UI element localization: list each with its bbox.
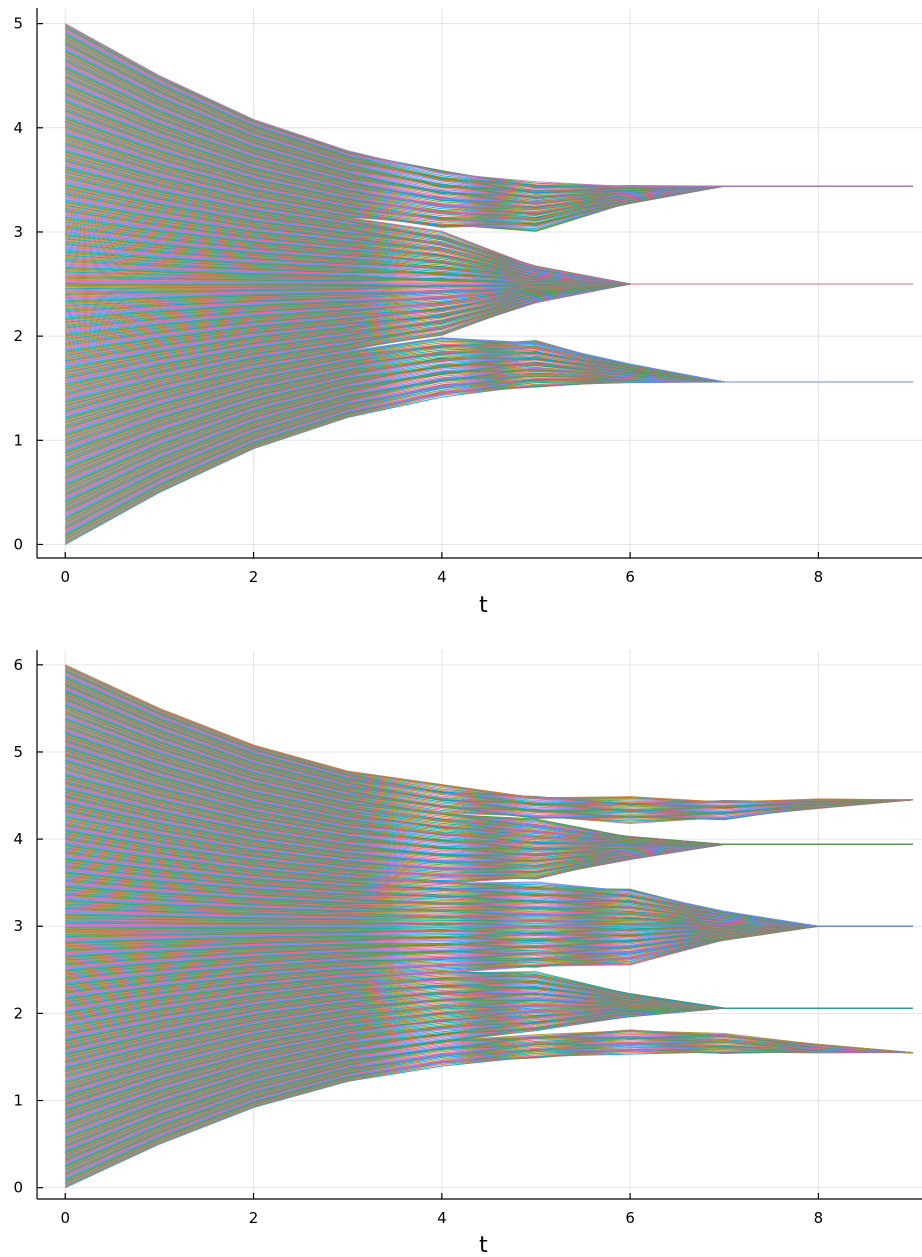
bottom-chart-axes (36, 650, 922, 1200)
top-chart-series (64, 23, 913, 545)
top-x-tick-label: 0 (60, 568, 70, 586)
bottom-chart-ticks: 0 2 4 6 8 0 1 2 3 4 5 6 (13, 656, 823, 1227)
top-y-tick-label: 2 (13, 327, 23, 345)
top-x-tick-label: 4 (437, 568, 447, 586)
top-chart-x-axis-title: t (479, 593, 488, 618)
top-y-tick-label: 5 (13, 15, 23, 33)
bottom-x-tick-label: 4 (437, 1209, 447, 1227)
bottom-y-tick-label: 4 (13, 830, 23, 848)
top-y-tick-label: 0 (13, 535, 23, 553)
bottom-y-tick-label: 3 (13, 917, 23, 935)
bottom-trajectory-line (65, 664, 913, 803)
bottom-x-tick-label: 6 (625, 1209, 635, 1227)
bottom-trajectory-line (65, 971, 913, 1012)
top-y-tick-label: 3 (13, 223, 23, 241)
bottom-y-tick-label: 2 (13, 1004, 23, 1022)
top-x-tick-label: 2 (249, 568, 259, 586)
top-y-tick-label: 1 (13, 431, 23, 449)
bottom-x-tick-label: 2 (249, 1209, 259, 1227)
top-chart-panel: 0 2 4 6 8 0 1 2 3 4 5 t (13, 8, 922, 618)
bottom-chart-x-axis-title: t (479, 1233, 488, 1257)
bottom-y-tick-label: 0 (13, 1179, 23, 1197)
bottom-y-tick-label: 1 (13, 1092, 23, 1110)
bottom-y-tick-label: 6 (13, 656, 23, 674)
top-trajectory-line (65, 153, 913, 285)
top-chart-axes (36, 8, 922, 559)
top-trajectory-line (64, 23, 913, 188)
bottom-x-tick-label: 0 (60, 1209, 70, 1227)
top-x-tick-label: 8 (814, 568, 824, 586)
bottom-chart-panel: 0 2 4 6 8 0 1 2 3 4 5 6 t (13, 650, 922, 1257)
bottom-trajectory-line (65, 841, 913, 927)
bottom-trajectory-line (65, 710, 913, 845)
top-x-tick-label: 6 (625, 568, 635, 586)
bottom-chart-series (65, 664, 913, 1189)
top-trajectory-line (65, 337, 913, 416)
bottom-trajectory-line (65, 1030, 913, 1143)
bottom-x-tick-label: 8 (814, 1209, 824, 1227)
top-y-tick-label: 4 (13, 119, 23, 137)
bottom-y-tick-label: 5 (13, 743, 23, 761)
top-chart-ticks: 0 2 4 6 8 0 1 2 3 4 5 (13, 15, 823, 586)
